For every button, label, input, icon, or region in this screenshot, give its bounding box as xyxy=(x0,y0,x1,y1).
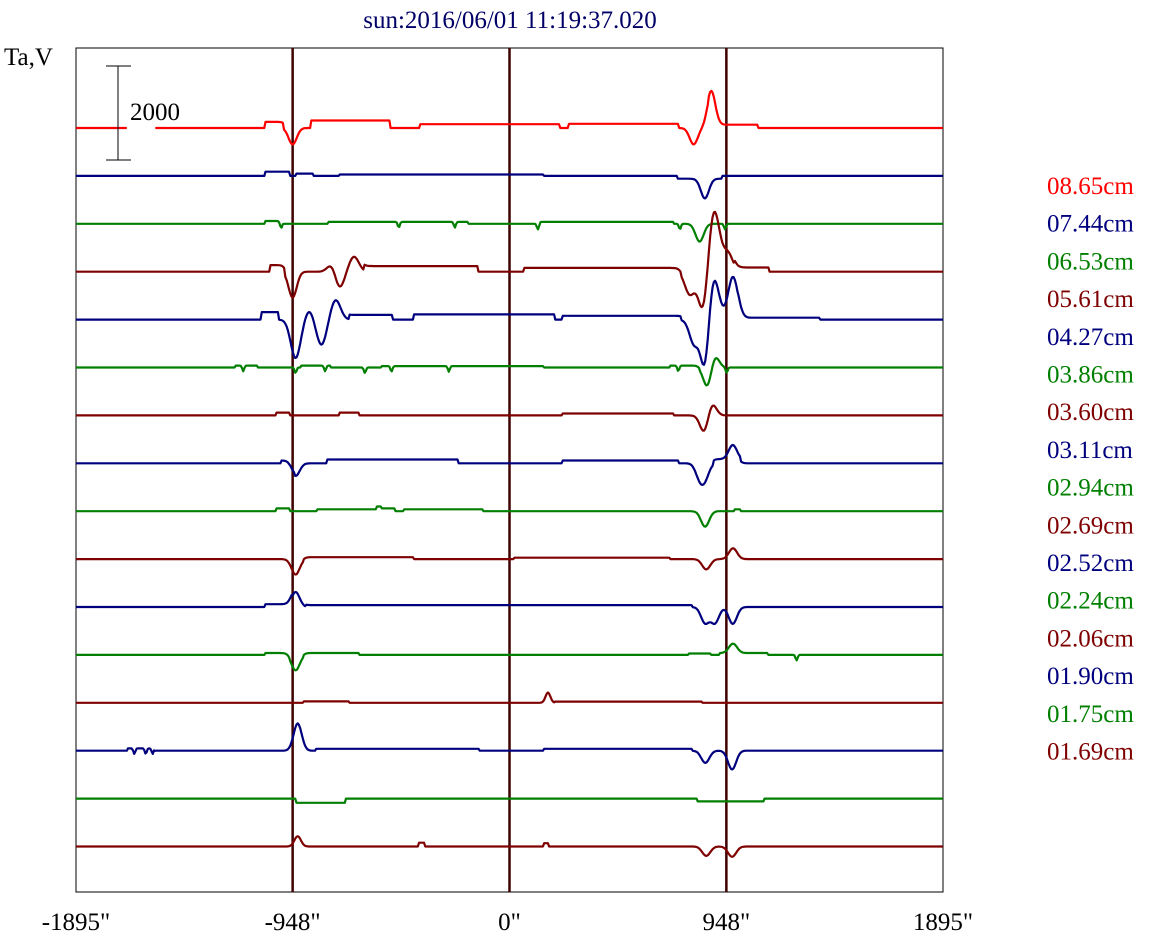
series-line xyxy=(76,835,943,858)
x-tick-label: 948" xyxy=(703,909,751,936)
y-axis-label: Ta,V xyxy=(4,44,53,71)
series-line xyxy=(76,547,943,576)
series-line xyxy=(76,275,943,366)
series-line xyxy=(76,797,943,804)
x-tick-label: 0" xyxy=(498,909,521,936)
series-line xyxy=(76,722,943,771)
legend-entry: 03.11cm xyxy=(1047,437,1133,464)
legend-entry: 01.69cm xyxy=(1047,739,1134,766)
legend: 08.65cm 07.44cm 06.53cm 05.61cm 04.27cm 03.86… xyxy=(1047,173,1134,766)
series-line xyxy=(76,170,943,200)
legend-entry: 02.24cm xyxy=(1047,588,1134,615)
series-line xyxy=(76,357,943,387)
legend-entry: 02.52cm xyxy=(1047,550,1134,577)
x-tick-label: -948" xyxy=(265,909,321,936)
series-line xyxy=(76,404,943,432)
legend-entry: 02.06cm xyxy=(1047,625,1134,652)
series-line xyxy=(76,642,943,672)
series-line xyxy=(76,219,943,243)
legend-entry: 08.65cm xyxy=(1047,173,1134,200)
x-tick-labels: -1895" -948" 0" 948" 1895" xyxy=(42,909,973,936)
legend-entry: 05.61cm xyxy=(1047,286,1134,313)
scale-bar-label: 2000 xyxy=(130,99,180,126)
legend-entry: 01.75cm xyxy=(1047,701,1134,728)
series-line xyxy=(76,210,943,309)
legend-entry: 06.53cm xyxy=(1047,248,1134,275)
series-line xyxy=(76,590,943,626)
legend-entry: 02.69cm xyxy=(1047,512,1134,539)
x-tick-label: -1895" xyxy=(42,909,111,936)
x-tick-label: 1895" xyxy=(913,909,973,936)
series-line xyxy=(76,505,943,528)
series-line xyxy=(76,691,943,704)
legend-entry: 04.27cm xyxy=(1047,324,1134,351)
legend-entry: 03.60cm xyxy=(1047,399,1134,426)
legend-entry: 01.90cm xyxy=(1047,663,1134,690)
legend-entry: 03.86cm xyxy=(1047,362,1134,389)
series-line xyxy=(76,443,943,486)
legend-entry: 07.44cm xyxy=(1047,211,1134,238)
scale-bar: 2000 xyxy=(106,65,180,161)
chart-title: sun:2016/06/01 11:19:37.020 xyxy=(363,7,657,34)
legend-entry: 02.94cm xyxy=(1047,475,1134,502)
